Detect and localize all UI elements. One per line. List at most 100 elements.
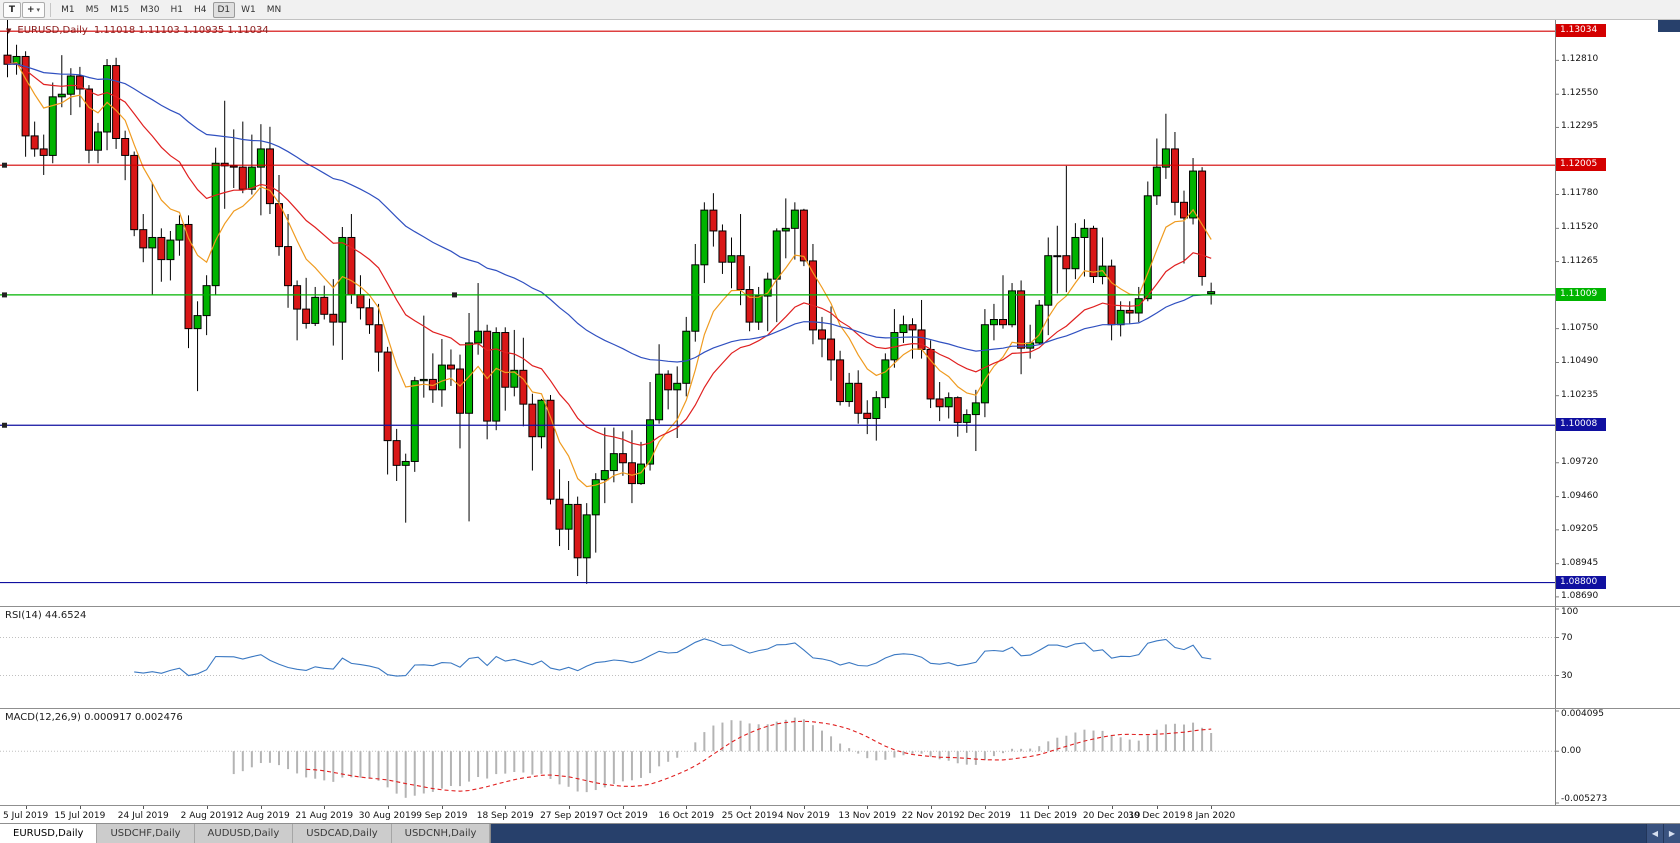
chart-tab-usdchf[interactable]: USDCHF,Daily bbox=[97, 824, 195, 843]
chart-corner-box bbox=[1658, 20, 1680, 32]
chart-ohlc-values: 1.11018 1.11103 1.10935 1.11034 bbox=[93, 25, 269, 36]
date-label: 8 Jan 2020 bbox=[1187, 811, 1236, 821]
rsi-label: RSI(14) 44.6524 bbox=[5, 610, 87, 621]
price-tag-1.12005: 1.12005 bbox=[1556, 158, 1606, 172]
date-label: 4 Nov 2019 bbox=[777, 811, 830, 821]
price-scale-label: 1.12295 bbox=[1561, 121, 1599, 132]
timeframe-button-m15[interactable]: M15 bbox=[110, 4, 130, 15]
macd-scale-label: 0.004095 bbox=[1561, 709, 1604, 719]
chart-tab-usdcnh[interactable]: USDCNH,Daily bbox=[391, 824, 491, 843]
tab-scroll-left-icon[interactable]: ◀ bbox=[1646, 824, 1663, 843]
date-tick bbox=[1211, 806, 1213, 809]
chart-tab-usdcad[interactable]: USDCAD,Daily bbox=[293, 824, 392, 843]
date-tick bbox=[79, 806, 81, 809]
date-tick bbox=[749, 806, 751, 809]
price-scale-label: 1.12550 bbox=[1561, 88, 1599, 99]
date-label: 12 Aug 2019 bbox=[232, 811, 290, 821]
date-label: 18 Sep 2019 bbox=[476, 811, 534, 821]
date-label: 16 Oct 2019 bbox=[658, 811, 715, 821]
price-scale-label: 1.11520 bbox=[1561, 222, 1599, 233]
text-tool-icon[interactable]: T bbox=[3, 1, 21, 18]
date-tick bbox=[622, 806, 624, 809]
timeframe-button-m30[interactable]: M30 bbox=[140, 4, 160, 15]
date-axis[interactable]: 5 Jul 2019 15 Jul 2019 24 Jul 2019 2 Aug 20… bbox=[0, 805, 1680, 823]
price-scale-label: 1.11780 bbox=[1561, 188, 1599, 199]
date-tick bbox=[1111, 806, 1113, 809]
chart-tab-eurusd[interactable]: EURUSD,Daily bbox=[0, 824, 98, 843]
chart-ohlc-header: ▼ EURUSD,Daily 1.11018 1.11103 1.10935 1… bbox=[6, 25, 269, 36]
timeframe-button-mn[interactable]: MN bbox=[266, 4, 282, 15]
dropdown-arrow-icon[interactable]: ▾ bbox=[36, 5, 41, 14]
price-scale-label: 1.08690 bbox=[1561, 590, 1599, 601]
date-tick bbox=[803, 806, 805, 809]
price-scale-label: 1.12810 bbox=[1561, 54, 1599, 65]
price-scale-label: 1.11265 bbox=[1561, 255, 1599, 266]
toolbar: T + ▾ M1 M5 M15 M30 H1 H4 D1 W1 MN bbox=[0, 0, 1680, 20]
date-label: 27 Sep 2019 bbox=[540, 811, 598, 821]
date-label: 25 Oct 2019 bbox=[721, 811, 778, 821]
timeframe-buttons-group: M1 M5 M15 M30 H1 H4 D1 W1 MN bbox=[56, 1, 286, 18]
price-tag-1.11009: 1.11009 bbox=[1556, 287, 1606, 301]
date-label: 13 Nov 2019 bbox=[838, 811, 897, 821]
macd-scale-label: 0.00 bbox=[1561, 746, 1582, 757]
chart-tab-audusd[interactable]: AUDUSD,Daily bbox=[194, 824, 294, 843]
date-tick bbox=[25, 806, 27, 809]
price-scale-label: 1.09460 bbox=[1561, 490, 1599, 501]
toolbar-tools-group: T + ▾ bbox=[3, 1, 46, 18]
date-tick bbox=[568, 806, 570, 809]
price-scale-label: 1.10490 bbox=[1561, 356, 1599, 367]
timeframe-button-m1[interactable]: M1 bbox=[61, 4, 75, 15]
date-label: 2 Aug 2019 bbox=[180, 811, 233, 821]
date-label: 15 Jul 2019 bbox=[54, 811, 106, 821]
collapse-triangle-icon[interactable]: ▼ bbox=[6, 26, 12, 35]
macd-scale-label: -0.005273 bbox=[1561, 794, 1608, 804]
date-tick bbox=[143, 806, 145, 809]
timeframe-button-d1[interactable]: D1 bbox=[212, 1, 236, 18]
tab-scroll-right-icon[interactable]: ▶ bbox=[1663, 824, 1680, 843]
date-label: 7 Oct 2019 bbox=[597, 811, 648, 821]
chart-tabs: EURUSD,Daily USDCHF,Daily AUDUSD,Daily USDC… bbox=[0, 824, 491, 843]
date-tick bbox=[1048, 806, 1050, 809]
date-label: 11 Dec 2019 bbox=[1019, 811, 1078, 821]
date-tick bbox=[867, 806, 869, 809]
date-label: 21 Aug 2019 bbox=[295, 811, 354, 821]
price-scale-label: 1.09720 bbox=[1561, 456, 1599, 467]
date-tick bbox=[324, 806, 326, 809]
main-chart-panel[interactable]: ▼ EURUSD,Daily 1.11018 1.11103 1.10935 1… bbox=[0, 20, 1680, 606]
rsi-scale-label: 30 bbox=[1561, 670, 1573, 681]
chart-symbol-label: EURUSD,Daily bbox=[17, 25, 88, 36]
candlestick-chart[interactable] bbox=[0, 20, 1680, 606]
cursor-tool-icon[interactable]: + ▾ bbox=[22, 1, 46, 18]
price-scale-label: 1.10235 bbox=[1561, 389, 1599, 400]
date-tick bbox=[1156, 806, 1158, 809]
macd-chart[interactable] bbox=[0, 709, 1680, 805]
date-label: 30 Dec 2019 bbox=[1128, 811, 1186, 821]
price-tag-1.13034: 1.13034 bbox=[1556, 24, 1606, 38]
timeframe-button-h1[interactable]: H1 bbox=[170, 4, 184, 15]
price-scale-label: 1.09205 bbox=[1561, 523, 1599, 534]
date-label: 22 Nov 2019 bbox=[901, 811, 960, 821]
rsi-panel[interactable]: RSI(14) 44.6524 100 70 30 bbox=[0, 606, 1680, 708]
date-tick bbox=[260, 806, 262, 809]
price-scale-label: 1.08945 bbox=[1561, 557, 1599, 568]
tabbar-scroll-track[interactable] bbox=[490, 824, 1646, 843]
timeframe-button-h4[interactable]: H4 bbox=[194, 4, 207, 15]
timeframe-button-w1[interactable]: W1 bbox=[241, 4, 256, 15]
date-tick bbox=[930, 806, 932, 809]
rsi-scale-label: 100 bbox=[1561, 607, 1579, 617]
timeframe-button-m5[interactable]: M5 bbox=[85, 4, 100, 15]
date-tick bbox=[984, 806, 986, 809]
rsi-chart[interactable] bbox=[0, 607, 1680, 708]
price-tag-1.10008: 1.10008 bbox=[1556, 418, 1606, 432]
date-label: 2 Dec 2019 bbox=[959, 811, 1011, 821]
date-tick bbox=[505, 806, 507, 809]
date-label: 5 Jul 2019 bbox=[3, 811, 49, 821]
date-tick bbox=[686, 806, 688, 809]
toolbar-separator bbox=[50, 2, 52, 17]
date-label: 30 Aug 2019 bbox=[358, 811, 417, 821]
price-scale-label: 1.10750 bbox=[1561, 322, 1599, 333]
price-tag-1.08800: 1.08800 bbox=[1556, 575, 1606, 589]
macd-panel[interactable]: MACD(12,26,9) 0.000917 0.002476 0.004095… bbox=[0, 708, 1680, 805]
date-tick bbox=[206, 806, 208, 809]
